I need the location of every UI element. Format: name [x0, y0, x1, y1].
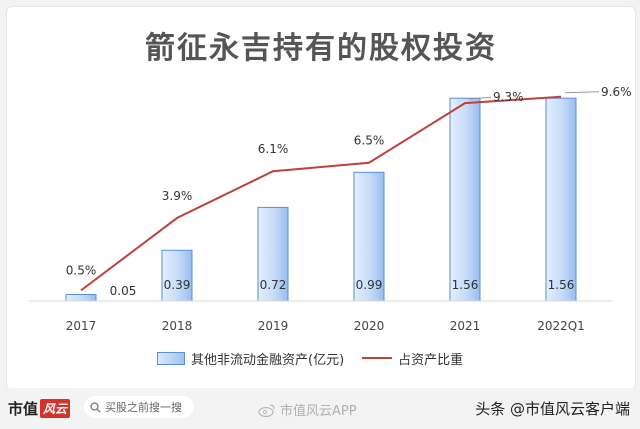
chart-title: 箭征永吉持有的股权投资: [145, 31, 497, 66]
ratio-label-leader-2022Q1: [564, 91, 600, 94]
x-tick-2022Q1: 2022Q1: [537, 319, 585, 333]
bar-value-label-2018: 0.39: [164, 278, 191, 292]
search-box[interactable]: 买股之前搜一搜: [84, 396, 194, 418]
legend-line-label: 占资产比重: [398, 352, 464, 368]
weibo-icon: [258, 403, 275, 417]
brand-prefix: 市值: [8, 400, 39, 418]
chart-card: 箭征永吉持有的股权投资 0.05 0.39 0.72 0.99 1.56 1.56 0.5%…: [6, 6, 636, 390]
bar-value-label-2019: 0.72: [260, 278, 287, 292]
bar-2017: [65, 294, 97, 302]
legend-line-swatch: [362, 357, 393, 359]
search-icon: [90, 401, 101, 413]
x-tick-2021: 2021: [450, 319, 481, 333]
legend-bar-label: 其他非流动金融资产(亿元): [191, 352, 345, 368]
x-tick-2020: 2020: [354, 319, 385, 333]
ratio-label-2018: 3.9%: [162, 189, 193, 203]
line-layer: [80, 95, 562, 292]
bar-value-label-2022Q1: 1.56: [548, 278, 575, 292]
ratio-line: [80, 95, 562, 292]
bar-2018: [161, 249, 193, 302]
x-tick-2018: 2018: [162, 319, 193, 333]
brand-logo[interactable]: 市值 风云: [8, 398, 71, 419]
source-credit: 头条 @市值风云客户端: [475, 400, 630, 418]
ratio-label-leader-2021: [468, 96, 492, 100]
bars-layer: [65, 97, 577, 302]
search-placeholder: 买股之前搜一搜: [105, 401, 182, 414]
legend-item-bar: 其他非流动金融资产(亿元): [157, 349, 344, 368]
ratio-label-2022Q1: 9.6%: [601, 85, 632, 99]
legend-bar-swatch: [157, 351, 185, 365]
bar-value-label-2021: 1.56: [452, 278, 479, 292]
bar-2020: [353, 171, 385, 302]
ratio-label-2020: 6.5%: [354, 134, 385, 148]
app-watermark: 市值风云APP: [258, 400, 357, 419]
bar-2019: [257, 206, 289, 302]
bar-value-label-2020: 0.99: [356, 278, 383, 292]
footer-bar: 市值 风云 买股之前搜一搜 市值风云APP 头条 @市值风云客户端: [0, 388, 640, 429]
ratio-label-2017: 0.5%: [66, 263, 97, 277]
ratio-label-2019: 6.1%: [258, 142, 289, 156]
app-watermark-label: 市值风云APP: [280, 404, 357, 419]
x-tick-labels: 2017 2018 2019 2020 2021 2022Q1: [66, 319, 585, 333]
bar-2021: [449, 97, 481, 302]
chart-plot: 0.05 0.39 0.72 0.99 1.56 1.56 0.5% 3.9% 6.1% 6.5%…: [29, 85, 632, 333]
x-tick-2017: 2017: [66, 319, 97, 333]
labels-layer: 0.05 0.39 0.72 0.99 1.56 1.56 0.5% 3.9% 6.1% 6.5%…: [66, 85, 632, 298]
bar-2022Q1: [545, 97, 577, 302]
brand-seal: 风云: [40, 399, 71, 418]
legend: 其他非流动金融资产(亿元) 占资产比重: [157, 348, 463, 368]
ratio-label-2021: 9.3%: [493, 90, 524, 104]
legend-item-line: 占资产比重: [362, 349, 463, 368]
x-tick-2019: 2019: [258, 319, 289, 333]
bar-value-label-2017: 0.05: [110, 284, 137, 298]
